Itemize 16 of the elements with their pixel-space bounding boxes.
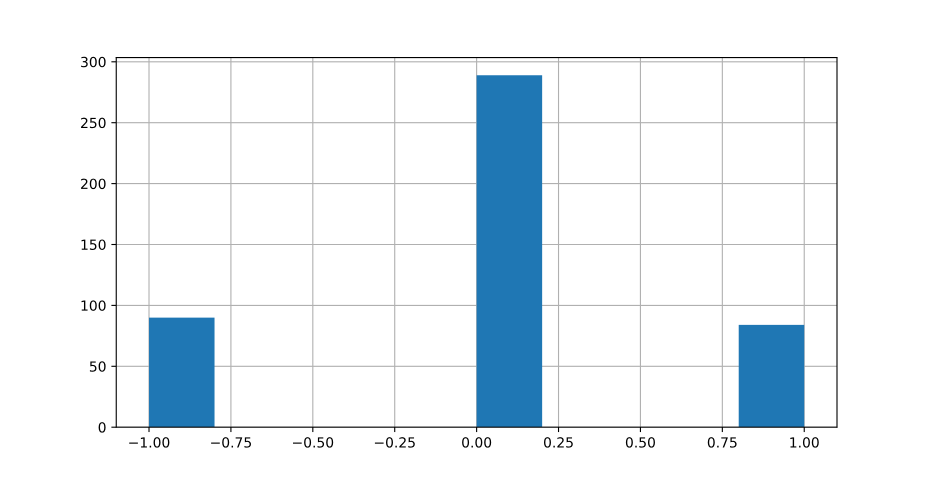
x-tick-label: −0.25 bbox=[374, 437, 415, 448]
x-tick-label: 0.00 bbox=[462, 437, 492, 448]
y-tick-label: 0 bbox=[98, 422, 106, 433]
x-tick-label: 0.75 bbox=[708, 437, 737, 448]
x-tick-label: 0.50 bbox=[626, 437, 655, 448]
y-tick-label: 50 bbox=[90, 361, 106, 372]
y-tick-label: 300 bbox=[81, 56, 106, 68]
y-tick-label: 200 bbox=[81, 178, 106, 190]
y-tick-label: 100 bbox=[82, 300, 106, 311]
x-tick-label: 1.00 bbox=[790, 437, 819, 448]
x-tick-label: 0.25 bbox=[544, 437, 573, 448]
x-tick-label: −0.75 bbox=[211, 437, 251, 448]
x-tick-label: −0.50 bbox=[293, 437, 334, 448]
y-tick-label: 150 bbox=[82, 239, 106, 250]
x-tick-label: −1.00 bbox=[129, 437, 170, 448]
y-tick-label: 250 bbox=[81, 118, 106, 128]
